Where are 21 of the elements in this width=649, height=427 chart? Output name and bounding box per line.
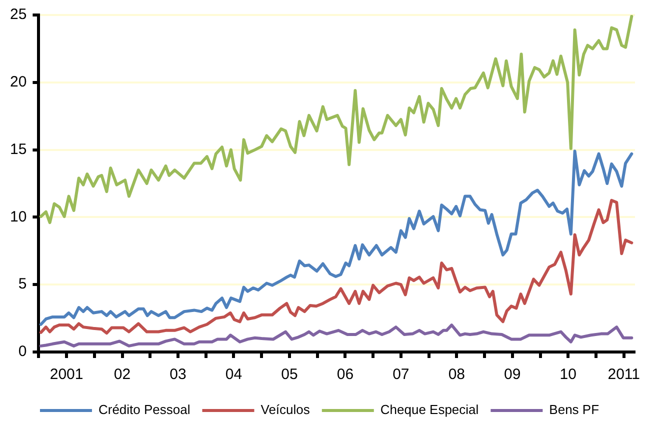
y-tick-label: 0	[18, 343, 27, 360]
x-tick-label: 08	[448, 366, 466, 384]
x-tick-label: 2001	[50, 366, 84, 384]
y-tick-label: 10	[10, 208, 27, 226]
legend-label: Crédito Pessoal	[98, 402, 190, 418]
y-tick-label: 25	[10, 6, 27, 24]
x-tick-label: 04	[225, 366, 242, 384]
x-tick-label: 02	[114, 366, 131, 384]
y-tick-label: 20	[10, 74, 27, 91]
legend-label: Bens PF	[549, 402, 600, 418]
legend-label: Veículos	[260, 402, 310, 418]
x-tick-label: 2011	[608, 366, 640, 384]
x-tick-label: 10	[560, 366, 576, 384]
x-tick-label: 03	[170, 366, 186, 384]
x-tick-label: 05	[281, 366, 298, 384]
x-tick-label: 07	[392, 366, 410, 384]
y-tick-label: 5	[18, 276, 27, 293]
y-tick-label: 15	[10, 140, 27, 158]
x-tick-label: 09	[504, 366, 521, 384]
x-tick-label: 06	[336, 366, 354, 384]
legend-label: Cheque Especial	[380, 402, 479, 418]
